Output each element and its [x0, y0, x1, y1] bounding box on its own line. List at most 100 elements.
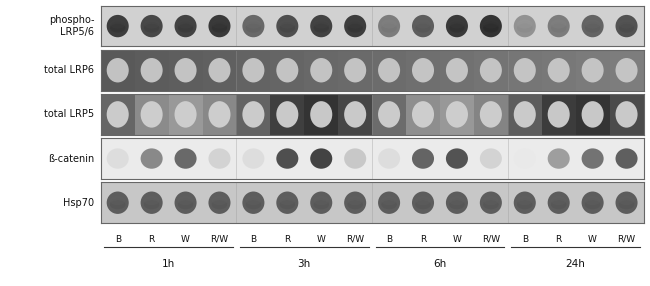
Ellipse shape — [415, 200, 431, 209]
Ellipse shape — [310, 192, 332, 214]
Ellipse shape — [175, 148, 196, 169]
Ellipse shape — [310, 148, 332, 169]
Ellipse shape — [209, 148, 231, 169]
Ellipse shape — [412, 192, 434, 214]
Ellipse shape — [378, 192, 400, 214]
Ellipse shape — [412, 15, 434, 37]
Ellipse shape — [514, 148, 536, 169]
Ellipse shape — [178, 196, 193, 205]
Ellipse shape — [242, 192, 265, 214]
Ellipse shape — [242, 148, 265, 169]
Ellipse shape — [209, 192, 231, 214]
Ellipse shape — [480, 101, 502, 128]
Ellipse shape — [548, 101, 569, 128]
Ellipse shape — [348, 198, 363, 207]
Ellipse shape — [140, 148, 162, 169]
Ellipse shape — [517, 196, 532, 205]
Ellipse shape — [175, 15, 196, 37]
Ellipse shape — [144, 24, 159, 33]
Text: W: W — [317, 235, 326, 243]
Text: R: R — [556, 235, 562, 243]
Ellipse shape — [212, 196, 227, 205]
Ellipse shape — [313, 24, 329, 33]
Text: 24h: 24h — [566, 259, 586, 269]
Ellipse shape — [212, 22, 227, 31]
Ellipse shape — [415, 198, 431, 207]
Bar — [338, 50, 372, 91]
Ellipse shape — [412, 148, 434, 169]
Ellipse shape — [378, 101, 400, 128]
Bar — [237, 94, 270, 135]
Ellipse shape — [382, 196, 396, 205]
Text: 1h: 1h — [162, 259, 176, 269]
Ellipse shape — [144, 198, 159, 207]
Ellipse shape — [276, 148, 298, 169]
Text: R: R — [284, 235, 291, 243]
Bar — [237, 50, 270, 91]
Bar — [135, 94, 168, 135]
Ellipse shape — [246, 200, 261, 209]
Bar — [610, 94, 644, 135]
Ellipse shape — [313, 200, 329, 209]
Ellipse shape — [140, 101, 162, 128]
Text: total LRP6: total LRP6 — [44, 65, 94, 75]
Text: R/W: R/W — [346, 235, 364, 243]
Ellipse shape — [619, 196, 634, 205]
Ellipse shape — [412, 58, 434, 82]
Ellipse shape — [514, 101, 536, 128]
Ellipse shape — [110, 22, 125, 31]
Ellipse shape — [585, 22, 601, 31]
Bar — [508, 50, 541, 91]
Ellipse shape — [107, 101, 129, 128]
Ellipse shape — [110, 200, 125, 209]
Ellipse shape — [382, 24, 396, 33]
Text: 3h: 3h — [298, 259, 311, 269]
Ellipse shape — [144, 22, 159, 31]
Text: B: B — [114, 235, 121, 243]
Ellipse shape — [446, 58, 468, 82]
Ellipse shape — [548, 192, 569, 214]
Ellipse shape — [585, 24, 601, 33]
Ellipse shape — [276, 58, 298, 82]
Ellipse shape — [313, 196, 329, 205]
Bar — [101, 50, 135, 91]
Ellipse shape — [276, 15, 298, 37]
Bar — [576, 50, 610, 91]
Text: W: W — [588, 235, 597, 243]
Text: phospho-
LRP5/6: phospho- LRP5/6 — [49, 15, 94, 37]
Bar — [270, 50, 304, 91]
Bar — [406, 50, 440, 91]
Ellipse shape — [348, 24, 363, 33]
Text: B: B — [386, 235, 392, 243]
Bar — [440, 50, 474, 91]
Ellipse shape — [209, 101, 231, 128]
Ellipse shape — [480, 15, 502, 37]
Ellipse shape — [107, 192, 129, 214]
Ellipse shape — [449, 200, 465, 209]
Ellipse shape — [551, 19, 566, 29]
Ellipse shape — [140, 58, 162, 82]
Bar — [203, 50, 237, 91]
Ellipse shape — [619, 19, 634, 29]
Ellipse shape — [619, 198, 634, 207]
Ellipse shape — [616, 192, 638, 214]
Ellipse shape — [178, 22, 193, 31]
Ellipse shape — [551, 198, 566, 207]
Bar — [474, 94, 508, 135]
Ellipse shape — [280, 196, 295, 205]
Bar — [541, 50, 576, 91]
Ellipse shape — [140, 192, 162, 214]
Ellipse shape — [480, 148, 502, 169]
Ellipse shape — [110, 196, 125, 205]
Bar — [440, 94, 474, 135]
Text: R/W: R/W — [211, 235, 229, 243]
Text: W: W — [181, 235, 190, 243]
Ellipse shape — [110, 198, 125, 207]
Text: 6h: 6h — [434, 259, 447, 269]
Ellipse shape — [514, 58, 536, 82]
Ellipse shape — [242, 101, 265, 128]
Ellipse shape — [548, 148, 569, 169]
Ellipse shape — [582, 148, 604, 169]
Ellipse shape — [178, 24, 193, 33]
Ellipse shape — [209, 15, 231, 37]
